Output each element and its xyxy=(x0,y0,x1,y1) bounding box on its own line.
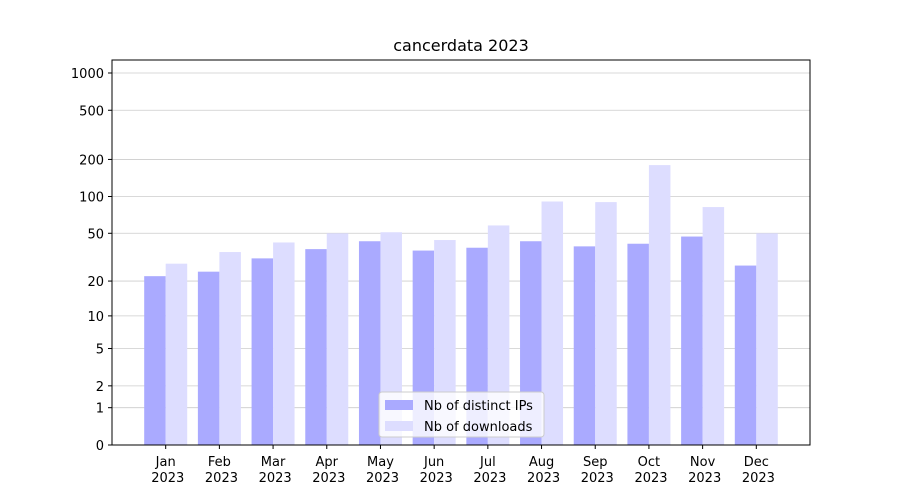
x-tick-label-line: 2023 xyxy=(577,471,614,486)
x-tick-label: Dec 2023 xyxy=(738,455,775,486)
x-tick-label-line: Nov xyxy=(690,455,716,470)
x-tick-label-line: May xyxy=(367,455,394,470)
x-tick-label: Nov 2023 xyxy=(684,455,721,486)
bar xyxy=(165,263,188,445)
bar xyxy=(305,249,327,445)
bar xyxy=(251,258,274,445)
y-tick-label: 500 xyxy=(79,104,104,119)
y-tick-label: 50 xyxy=(87,227,104,242)
legend-label: Nb of distinct IPs xyxy=(424,399,533,414)
x-tick-label-line: 2023 xyxy=(308,471,345,486)
y-tick-label: 200 xyxy=(79,153,104,168)
legend-swatch xyxy=(385,421,413,431)
legend-label: Nb of downloads xyxy=(424,420,533,435)
x-tick-label: Aug 2023 xyxy=(523,455,560,486)
x-tick-label-line: Mar xyxy=(261,455,286,470)
bar xyxy=(595,202,617,445)
bar xyxy=(756,233,778,445)
x-tick-label-line: 2023 xyxy=(201,471,238,486)
plot-frame xyxy=(111,59,811,446)
x-tick-label-line: 2023 xyxy=(523,471,560,486)
y-tick-label: 1 xyxy=(96,402,104,417)
x-tick-label-line: 2023 xyxy=(254,471,291,486)
bar xyxy=(358,241,381,445)
x-tick-label-line: Jan xyxy=(155,455,176,470)
x-tick-label: Jun 2023 xyxy=(416,455,453,486)
bar xyxy=(541,201,564,445)
x-tick-label-line: Sep xyxy=(583,455,608,470)
x-tick-label: Oct 2023 xyxy=(630,455,667,486)
x-tick-label-line: Apr xyxy=(316,455,339,470)
x-tick-label: Mar 2023 xyxy=(254,455,291,486)
x-tick-label-line: Jun xyxy=(423,455,444,470)
bar xyxy=(219,252,241,445)
x-tick-label-line: Oct xyxy=(638,455,660,470)
y-tick-label: 2 xyxy=(96,380,104,395)
x-tick-label-line: 2023 xyxy=(147,471,184,486)
x-tick-label-line: 2023 xyxy=(469,471,506,486)
y-tick-label: 10 xyxy=(87,310,104,325)
chart-title: cancerdata 2023 xyxy=(393,36,529,55)
bar xyxy=(734,265,757,445)
bar xyxy=(487,225,510,445)
x-tick-label: Apr 2023 xyxy=(308,455,345,486)
bar xyxy=(326,233,349,445)
bar xyxy=(681,236,703,445)
x-tick-label-line: Feb xyxy=(208,455,231,470)
x-tick-label-line: 2023 xyxy=(738,471,775,486)
x-tick-label: Sep 2023 xyxy=(577,455,614,486)
legend-swatch xyxy=(385,400,413,410)
bar xyxy=(702,207,725,445)
bar xyxy=(144,276,166,445)
x-tick-label-line: 2023 xyxy=(684,471,721,486)
bar xyxy=(197,271,220,445)
bar xyxy=(648,165,671,445)
x-tick-label-line: 2023 xyxy=(416,471,453,486)
x-tick-label-line: Jul xyxy=(479,455,496,470)
x-tick-label-line: 2023 xyxy=(630,471,667,486)
x-tick-label: Jul 2023 xyxy=(469,455,506,486)
x-tick-label: Jan 2023 xyxy=(147,455,184,486)
y-tick-label: 0 xyxy=(96,439,104,454)
x-tick-label: Feb 2023 xyxy=(201,455,238,486)
legend-box xyxy=(378,391,545,438)
x-tick-label-line: Aug xyxy=(529,455,554,470)
y-tick-label: 1000 xyxy=(71,67,104,82)
bar xyxy=(627,243,649,445)
bar xyxy=(273,242,295,445)
x-tick-label-line: 2023 xyxy=(362,471,399,486)
y-tick-label: 100 xyxy=(79,190,104,205)
x-tick-label-line: Dec xyxy=(744,455,769,470)
bar xyxy=(573,246,596,445)
y-tick-label: 5 xyxy=(96,343,104,358)
y-tick-label: 20 xyxy=(87,275,104,290)
x-tick-label: May 2023 xyxy=(362,455,399,486)
